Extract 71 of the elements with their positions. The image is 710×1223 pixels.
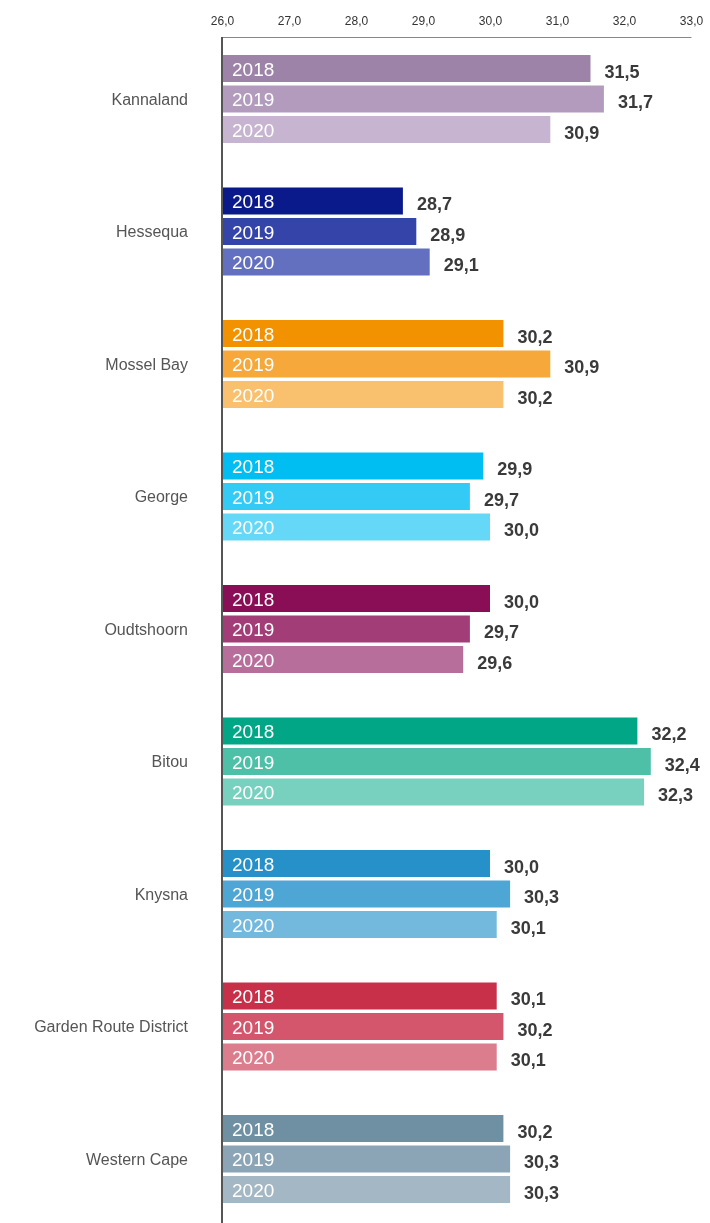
data-label: 29,1: [443, 255, 479, 276]
y-tick-label: Knysna: [134, 885, 189, 903]
text: 2019: [232, 751, 275, 773]
data-label: 29,6: [477, 652, 513, 673]
data-label: 31,5: [604, 61, 640, 82]
data-label: 29,7: [483, 622, 519, 643]
y-tick-label: Oudtshoorn: [104, 620, 188, 638]
y-tick-label: Hessequa: [115, 223, 189, 241]
text: 2018: [232, 853, 275, 875]
x-tick-label: 32,0: [612, 14, 637, 28]
text: 2020: [232, 1047, 275, 1069]
x-tick-label: 28,0: [344, 14, 369, 28]
data-label: 30,3: [524, 1182, 560, 1203]
data-label: 30,0: [504, 520, 540, 541]
data-label: 30,2: [517, 326, 553, 347]
x-tick-label: 26,0: [210, 14, 235, 28]
data-label: 30,9: [564, 122, 600, 143]
data-label: 30,1: [510, 1050, 546, 1071]
data-label: 28,7: [416, 194, 452, 215]
text: 2018: [232, 58, 275, 80]
text: 2018: [232, 191, 275, 213]
text: 2020: [232, 119, 275, 141]
y-tick-label: Mossel Bay: [105, 355, 188, 373]
data-label: 30,3: [524, 887, 560, 908]
text: 2019: [232, 1149, 275, 1171]
x-tick-label: 29,0: [411, 14, 436, 28]
data-label: 30,1: [510, 917, 546, 938]
x-tick-label: 31,0: [545, 14, 570, 28]
text: 2020: [232, 782, 275, 804]
x-tick-label: 30,0: [478, 14, 503, 28]
data-label: 30,1: [510, 989, 546, 1010]
series-label: 2018: [232, 323, 275, 345]
text: 2019: [232, 1016, 275, 1038]
y-tick-label: Bitou: [151, 753, 188, 771]
data-label: 30,0: [504, 591, 540, 612]
text: 2020: [232, 1179, 275, 1201]
text: 2018: [232, 721, 275, 743]
x-tick-label: 33,0: [679, 14, 704, 28]
data-label: 31,7: [617, 92, 653, 113]
data-label: 30,0: [504, 856, 540, 877]
text: 2020: [232, 914, 275, 936]
data-label: 30,2: [517, 1121, 553, 1142]
series-label: 2019: [232, 354, 275, 376]
text: 2018: [232, 588, 275, 610]
text: 2018: [232, 986, 275, 1008]
data-label: 29,7: [483, 489, 519, 510]
series-label: 2020: [232, 252, 275, 274]
y-tick-label: Kannaland: [111, 90, 188, 108]
data-label: 30,2: [517, 1019, 553, 1040]
text: 2019: [232, 884, 275, 906]
text: 2018: [232, 1118, 275, 1140]
y-tick-label: Garden Route District: [34, 1018, 189, 1036]
y-tick-label: Western Cape: [86, 1150, 189, 1168]
text: 2019: [232, 221, 275, 243]
text: 2019: [232, 89, 275, 111]
data-label: 29,9: [497, 459, 533, 480]
data-label: 30,2: [517, 387, 553, 408]
data-label: 28,9: [430, 224, 466, 245]
text: 2018: [232, 456, 275, 478]
data-label: 32,4: [664, 754, 700, 775]
data-label: 32,3: [658, 785, 694, 806]
data-label: 30,3: [524, 1152, 560, 1173]
data-label: 30,9: [564, 357, 600, 378]
data-label: 32,2: [651, 724, 687, 745]
x-tick-label: 27,0: [277, 14, 302, 28]
text: 2019: [232, 486, 275, 508]
text: 2020: [232, 384, 275, 406]
y-tick-label: George: [134, 488, 189, 506]
text: 2020: [232, 649, 275, 671]
text: 2020: [232, 517, 275, 539]
text: 2019: [232, 619, 275, 641]
